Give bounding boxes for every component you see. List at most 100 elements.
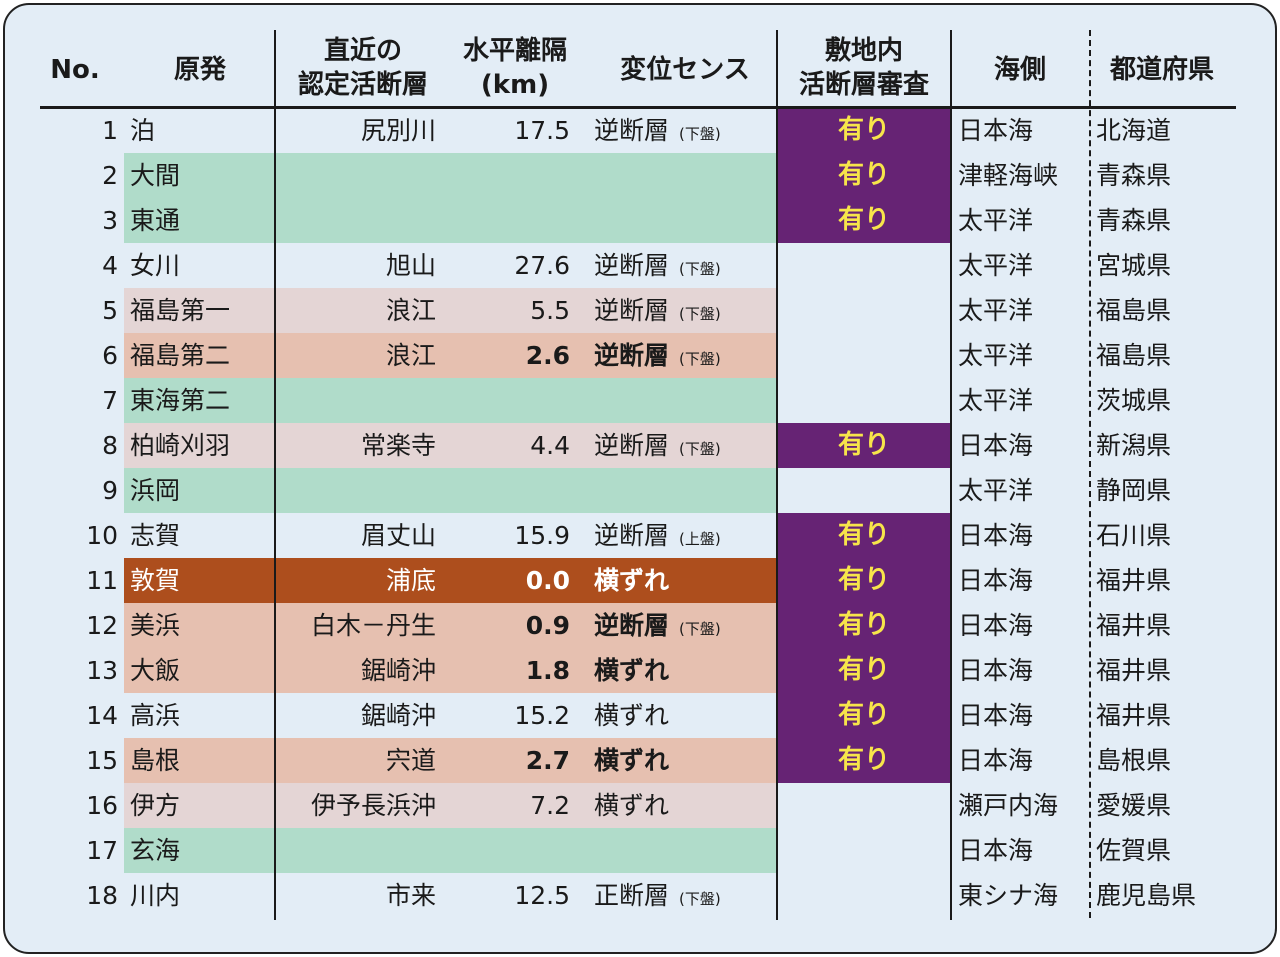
- distance-value-text: 4.4: [530, 431, 570, 460]
- prefecture: 北海道: [1096, 116, 1172, 145]
- prefecture: 石川県: [1096, 521, 1172, 550]
- review-status: [778, 828, 950, 873]
- displacement-sense-text: 横ずれ: [594, 656, 670, 685]
- review-status: [778, 783, 950, 828]
- plant-name-text: 東通: [130, 206, 181, 235]
- sea-side: 太平洋: [958, 206, 1034, 235]
- row-highlight: [124, 153, 776, 198]
- fault-name-text: 鋸崎沖: [360, 656, 436, 685]
- row-number: 12: [60, 603, 118, 648]
- block-side-label: (下盤): [679, 440, 721, 458]
- distance-value-text: 7.2: [530, 791, 570, 820]
- review-highlight: [778, 738, 950, 783]
- row-number: 13: [60, 648, 118, 693]
- review-status: 有り: [837, 430, 890, 460]
- plant-name: 大間: [130, 153, 180, 198]
- plant-name-text: 浜岡: [130, 476, 181, 505]
- displacement-sense-text: 逆断層: [594, 341, 670, 370]
- fault-name: 宍道: [276, 738, 436, 783]
- distance-value-text: 1.8: [525, 656, 570, 685]
- row-number: 11: [60, 558, 118, 603]
- review-status: [778, 378, 950, 423]
- prefecture: 福井県: [1096, 701, 1172, 730]
- fault-name-text: 常楽寺: [360, 431, 436, 460]
- header-pref: 都道府県: [1109, 55, 1214, 85]
- row-number: 14: [60, 693, 118, 738]
- fault-name-text: 白木－丹生: [310, 611, 436, 640]
- column-divider-sea: [1089, 30, 1091, 918]
- row-number: 3: [60, 198, 118, 243]
- row-number: 5: [60, 288, 118, 333]
- distance-value: 15.9: [460, 513, 570, 558]
- prefecture: 福島県: [1096, 296, 1172, 325]
- displacement-sense: 逆断層 (下盤): [594, 423, 721, 468]
- displacement-sense-text: 逆断層: [594, 251, 670, 280]
- block-side-label: (上盤): [679, 530, 721, 548]
- displacement-sense: 横ずれ: [594, 558, 669, 603]
- distance-value: 0.0: [460, 558, 570, 603]
- row-highlight: [124, 378, 776, 423]
- distance-value: 12.5: [460, 873, 570, 918]
- row-number-text: 14: [86, 701, 118, 730]
- row-number: 8: [60, 423, 118, 468]
- plant-name-text: 東海第二: [130, 386, 231, 415]
- plant-name-text: 玄海: [130, 836, 181, 865]
- displacement-sense: 逆断層 (下盤): [594, 108, 721, 153]
- displacement-sense: 逆断層 (下盤): [594, 333, 721, 378]
- row-highlight: [124, 333, 776, 378]
- prefecture: 鹿児島県: [1096, 881, 1197, 910]
- distance-value-text: 15.2: [514, 701, 570, 730]
- distance-value-text: 17.5: [514, 116, 570, 145]
- row-number-text: 2: [102, 161, 118, 190]
- distance-value: 0.9: [460, 603, 570, 648]
- review-status: [778, 243, 950, 288]
- displacement-sense-text: 逆断層: [594, 521, 670, 550]
- sea-side: 日本海: [958, 116, 1034, 145]
- sea-side: 日本海: [958, 431, 1034, 460]
- plant-name: 伊方: [130, 783, 180, 828]
- sea-side: 日本海: [958, 521, 1034, 550]
- row-highlight: [124, 198, 776, 243]
- review-status: 有り: [837, 745, 890, 775]
- distance-value: 15.2: [460, 693, 570, 738]
- review-status: 有り: [837, 115, 890, 145]
- row-highlight: [124, 603, 776, 648]
- fault-name: 浦底: [276, 558, 436, 603]
- plant-name-text: 大間: [130, 161, 181, 190]
- plant-name-text: 大飯: [130, 656, 181, 685]
- header-distance-line1: 水平離隔: [462, 36, 567, 66]
- displacement-sense: 横ずれ: [594, 783, 669, 828]
- plant-name: 浜岡: [130, 468, 180, 513]
- row-number-text: 10: [86, 521, 118, 550]
- fault-name-text: 伊予長浜沖: [310, 791, 436, 820]
- fault-name: 浪江: [276, 333, 436, 378]
- sea-side: 日本海: [958, 746, 1034, 775]
- row-number-text: 8: [102, 431, 118, 460]
- displacement-sense: 逆断層 (下盤): [594, 288, 721, 333]
- plant-name-text: 敦賀: [130, 566, 181, 595]
- distance-value-text: 12.5: [514, 881, 570, 910]
- review-status: 有り: [837, 205, 890, 235]
- prefecture: 宮城県: [1096, 251, 1172, 280]
- plant-name: 東海第二: [130, 378, 230, 423]
- header-sense: 変位センス: [620, 55, 750, 85]
- displacement-sense-text: 横ずれ: [594, 566, 670, 595]
- review-highlight: [778, 558, 950, 603]
- row-highlight: [124, 828, 776, 873]
- review-status: [778, 288, 950, 333]
- row-number-text: 13: [86, 656, 118, 685]
- fault-name: [276, 198, 436, 243]
- header-fault: 直近の 認定活断層: [278, 34, 448, 102]
- plant-name: 高浜: [130, 693, 180, 738]
- header-distance-line2: (km): [480, 70, 550, 100]
- prefecture: 島根県: [1096, 746, 1172, 775]
- fault-name: 鋸崎沖: [276, 648, 436, 693]
- review-highlight: [778, 693, 950, 738]
- plant-name: 泊: [130, 108, 155, 153]
- prefecture: 福島県: [1096, 341, 1172, 370]
- row-number: 17: [60, 828, 118, 873]
- review-highlight: [778, 648, 950, 693]
- review-status: 有り: [837, 160, 890, 190]
- prefecture: 佐賀県: [1096, 836, 1172, 865]
- row-number-text: 6: [102, 341, 118, 370]
